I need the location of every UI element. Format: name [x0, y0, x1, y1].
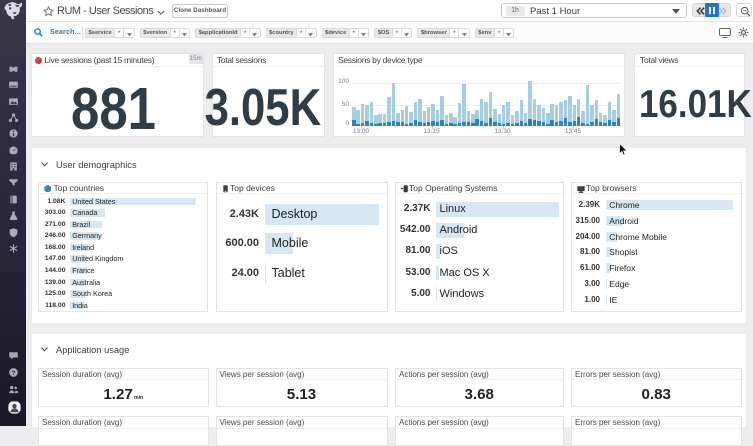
- svg-text:?: ?: [11, 369, 15, 376]
